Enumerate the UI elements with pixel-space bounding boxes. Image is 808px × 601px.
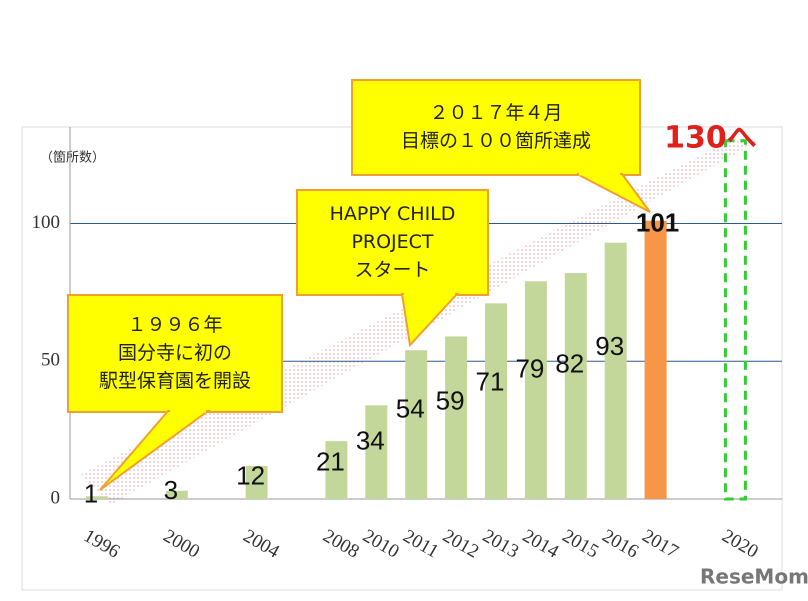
x-tick-label: 2014: [519, 525, 563, 562]
bar: [165, 490, 188, 499]
bar: [245, 465, 268, 499]
value-label: 21: [316, 446, 345, 476]
x-tick-label: 2000: [160, 525, 203, 562]
bar: [524, 281, 547, 499]
bar: [644, 220, 667, 499]
x-tick-label: 2020: [718, 525, 761, 562]
value-label: 54: [396, 393, 425, 423]
bar: [604, 242, 627, 499]
callout-text: 駅型保育園を開設: [99, 370, 251, 392]
y-tick-label: 0: [51, 487, 61, 508]
callout-text: 国分寺に初の: [118, 342, 232, 364]
x-tick-label: 2008: [319, 525, 362, 562]
callout-text: HAPPY CHILD: [330, 203, 456, 225]
callout-text: ２０１７年４月: [429, 102, 562, 124]
x-tick-label: 2011: [399, 526, 442, 563]
callout-box: [67, 294, 283, 413]
x-tick-label: 1996: [80, 525, 123, 562]
y-tick-label: 100: [32, 212, 61, 233]
value-label: 3: [164, 475, 178, 505]
y-tick-label: 50: [41, 350, 60, 371]
value-label: 82: [555, 349, 584, 379]
bar: [365, 405, 388, 499]
x-tick-label: 2013: [479, 525, 522, 562]
value-label: 93: [595, 331, 624, 361]
watermark: ReseMom: [700, 565, 808, 589]
x-tick-label: 2012: [439, 525, 482, 562]
value-label: 59: [436, 385, 465, 415]
callout-text: １９９６年: [127, 314, 222, 336]
callout-text: PROJECT: [351, 231, 433, 253]
x-tick-label: 2004: [239, 525, 283, 562]
target-label: 130へ: [664, 120, 757, 155]
bar: [405, 350, 428, 499]
bar: [445, 336, 468, 499]
bar: [485, 303, 507, 499]
target-bar: [723, 139, 747, 501]
value-label: 79: [515, 353, 544, 383]
callout-text: スタート: [354, 259, 430, 281]
bar: [564, 273, 587, 499]
callout-box: [351, 79, 641, 176]
x-tick-label: 2015: [559, 525, 602, 562]
x-tick-label: 2017: [638, 525, 681, 562]
callout-text: 目標の１００箇所達成: [401, 130, 591, 152]
x-tick-label: 2010: [359, 525, 402, 562]
callout-box: [296, 189, 489, 296]
value-label: 1: [84, 478, 98, 508]
value-label: 34: [356, 425, 385, 455]
value-label: 12: [236, 461, 265, 491]
bar: [325, 441, 348, 499]
bar: [86, 496, 108, 499]
value-label: 101: [636, 208, 679, 238]
value-label: 71: [476, 366, 505, 396]
x-tick-label: 2016: [599, 525, 642, 562]
y-unit-label: （箇所数）: [40, 150, 105, 166]
